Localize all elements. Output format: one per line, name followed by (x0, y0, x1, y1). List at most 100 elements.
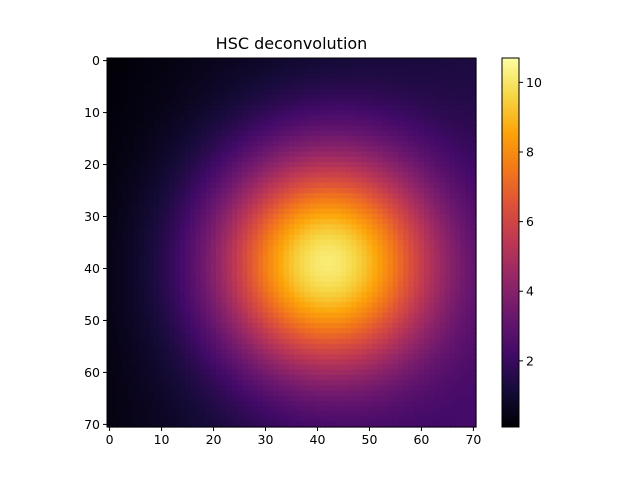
heatmap-cell (132, 198, 139, 205)
heatmap-cell (392, 380, 399, 387)
heatmap-cell (174, 146, 181, 153)
heatmap-cell (174, 364, 181, 371)
heatmap-cell (418, 245, 425, 251)
heatmap-cell (117, 63, 124, 69)
heatmap-cell (283, 213, 290, 220)
heatmap-cell (470, 94, 477, 101)
heatmap-cell (444, 172, 451, 179)
heatmap-cell (299, 354, 306, 361)
heatmap-cell (107, 307, 113, 314)
heatmap-cell (418, 349, 425, 355)
heatmap-cell (138, 250, 144, 257)
heatmap-cell (210, 364, 217, 371)
heatmap-cell (112, 125, 118, 132)
heatmap-cell (273, 172, 280, 179)
heatmap-cell (148, 395, 155, 402)
heatmap-cell (273, 338, 280, 345)
heatmap-cell (158, 198, 165, 205)
heatmap-cell (268, 369, 274, 376)
heatmap-cell (361, 297, 368, 303)
heatmap-cell (221, 115, 228, 121)
heatmap-cell (470, 172, 477, 179)
heatmap-cell (356, 349, 363, 355)
heatmap-cell (309, 390, 316, 397)
heatmap-cell (143, 68, 150, 75)
heatmap-cell (356, 265, 363, 272)
heatmap-cell (190, 172, 196, 179)
heatmap-cell (210, 94, 217, 101)
heatmap-cell (330, 177, 337, 184)
heatmap-cell (299, 177, 306, 184)
heatmap-cell (320, 213, 326, 220)
heatmap-cell (132, 120, 139, 127)
heatmap-cell (330, 416, 337, 423)
heatmap-cell (179, 395, 186, 402)
heatmap-cell (242, 349, 248, 355)
heatmap-cell (210, 151, 217, 158)
heatmap-cell (320, 89, 326, 95)
heatmap-cell (226, 125, 233, 132)
heatmap-cell (387, 286, 394, 293)
heatmap-cell (335, 354, 342, 361)
heatmap-cell (377, 234, 384, 241)
heatmap-cell (226, 58, 233, 64)
heatmap-cell (413, 395, 420, 402)
heatmap-cell (465, 369, 472, 376)
heatmap-cell (127, 146, 134, 153)
heatmap-cell (127, 208, 134, 215)
heatmap-cell (351, 395, 358, 402)
heatmap-cell (205, 125, 212, 132)
heatmap-cell (418, 146, 425, 153)
heatmap-cell (169, 182, 176, 189)
heatmap-cell (107, 401, 113, 407)
heatmap-cell (366, 255, 373, 262)
heatmap-cell (434, 375, 441, 381)
heatmap-cell (392, 265, 399, 272)
heatmap-cell (382, 297, 389, 303)
heatmap-cell (288, 141, 295, 147)
heatmap-cell (288, 203, 295, 210)
heatmap-cell (221, 328, 228, 335)
heatmap-cell (361, 89, 368, 95)
heatmap-cell (127, 312, 134, 319)
heatmap-cell (107, 120, 113, 127)
heatmap-cell (210, 99, 217, 106)
heatmap-cell (184, 421, 191, 428)
heatmap-cell (372, 94, 378, 101)
heatmap-cell (122, 104, 129, 111)
heatmap-cell (122, 349, 129, 355)
heatmap-cell (366, 125, 373, 132)
heatmap-cell (439, 58, 446, 64)
heatmap-cell (366, 302, 373, 309)
heatmap-cell (169, 416, 176, 423)
heatmap-cell (460, 395, 467, 402)
heatmap-cell (439, 141, 446, 147)
heatmap-cell (138, 68, 144, 75)
heatmap-cell (429, 89, 436, 95)
heatmap-cell (382, 198, 389, 205)
heatmap-cell (190, 94, 196, 101)
heatmap-cell (247, 302, 254, 309)
heatmap-cell (122, 421, 129, 428)
heatmap-cell (392, 297, 399, 303)
heatmap-cell (132, 187, 139, 194)
heatmap-cell (273, 364, 280, 371)
heatmap-cell (418, 307, 425, 314)
heatmap-cell (346, 359, 352, 366)
heatmap-cell (242, 421, 248, 428)
heatmap-cell (470, 156, 477, 163)
heatmap-cell (372, 182, 378, 189)
heatmap-cell (158, 343, 165, 350)
heatmap-cell (444, 260, 451, 267)
heatmap-cell (122, 156, 129, 163)
heatmap-cell (148, 245, 155, 251)
heatmap-cell (273, 411, 280, 418)
heatmap-cell (273, 229, 280, 236)
heatmap-cell (294, 146, 300, 153)
heatmap-cell (340, 323, 347, 329)
heatmap-cell (138, 167, 144, 173)
heatmap-cell (148, 161, 155, 168)
heatmap-cell (434, 198, 441, 205)
heatmap-cell (273, 187, 280, 194)
heatmap-cell (314, 99, 321, 106)
